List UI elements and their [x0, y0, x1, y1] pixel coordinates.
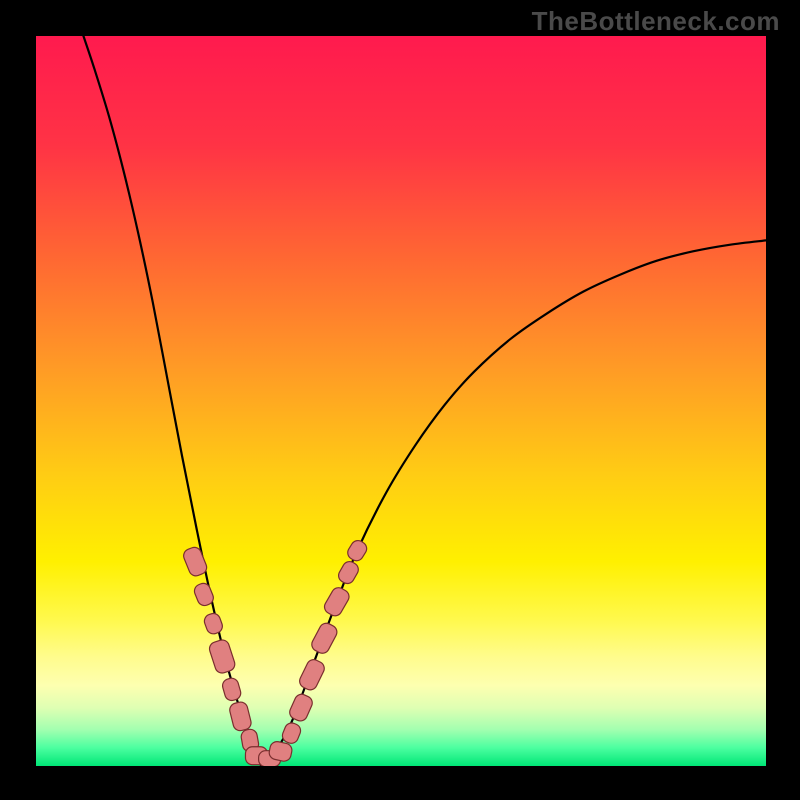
gradient-background — [36, 36, 766, 766]
plot-area — [36, 36, 766, 766]
plot-svg — [36, 36, 766, 766]
watermark-text: TheBottleneck.com — [532, 6, 780, 37]
chart-container: TheBottleneck.com — [0, 0, 800, 800]
